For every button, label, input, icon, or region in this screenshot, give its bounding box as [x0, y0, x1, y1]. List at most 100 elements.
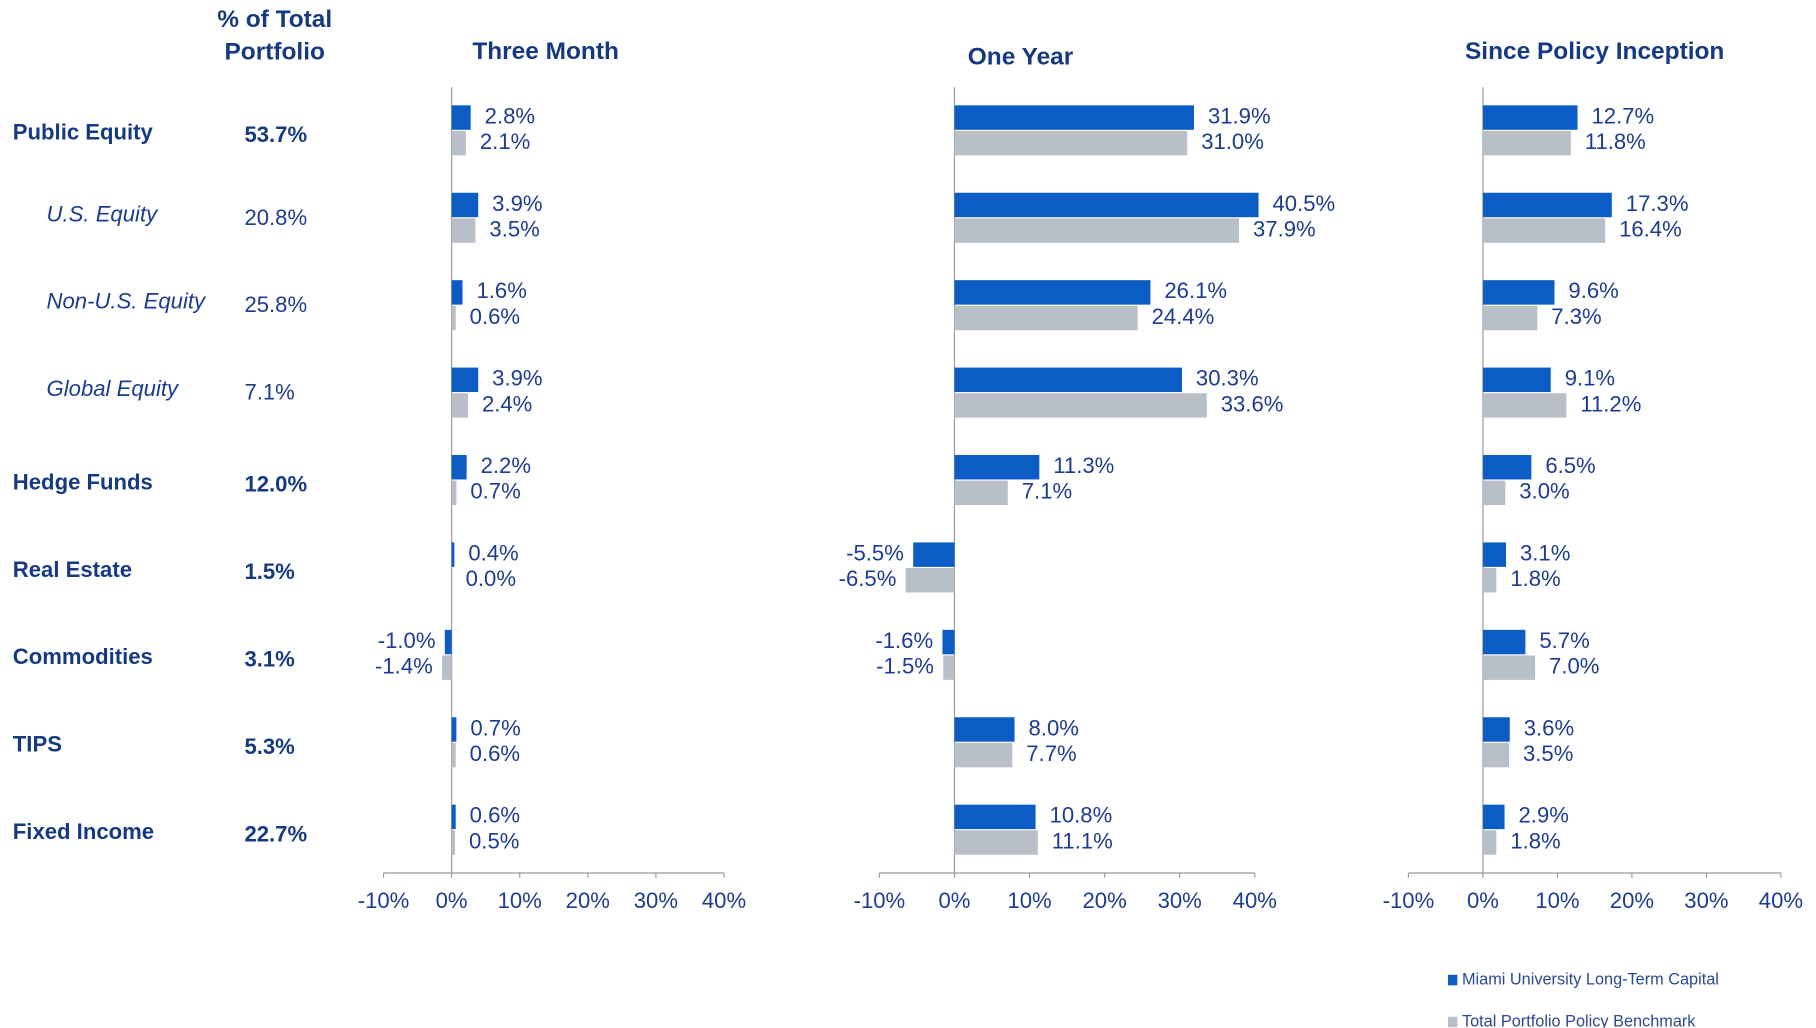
- value-label: 0.7%: [470, 479, 520, 504]
- bar: [1482, 804, 1505, 830]
- value-label: -5.5%: [846, 540, 904, 565]
- bar: [954, 455, 1040, 480]
- value-label: 2.8%: [485, 103, 535, 128]
- x-tick-label: 30%: [634, 888, 678, 913]
- value-label: 7.3%: [1551, 304, 1601, 329]
- value-label: 5.7%: [1539, 628, 1589, 653]
- x-tick-label: 30%: [1158, 888, 1202, 913]
- value-label: 0.4%: [468, 540, 518, 565]
- share-value: 20.8%: [244, 205, 307, 230]
- bar: [954, 305, 1138, 331]
- value-label: 1.8%: [1510, 828, 1560, 853]
- chart-title: Since Policy Inception: [1465, 38, 1724, 65]
- bar: [451, 393, 468, 418]
- value-label: -1.6%: [875, 628, 933, 653]
- value-label: 1.8%: [1510, 566, 1560, 591]
- bar: [1482, 130, 1571, 156]
- bar: [913, 542, 955, 567]
- value-label: 2.9%: [1519, 803, 1569, 828]
- legend-label: Total Portfolio Policy Benchmark: [1462, 1012, 1696, 1028]
- value-label: 2.1%: [480, 129, 530, 154]
- value-label: 10.8%: [1050, 803, 1113, 828]
- bar: [954, 804, 1036, 830]
- value-label: 17.3%: [1626, 191, 1689, 216]
- value-label: 8.0%: [1029, 715, 1079, 740]
- bar: [451, 192, 479, 218]
- bar: [954, 393, 1207, 418]
- legend-swatch: [1448, 974, 1458, 986]
- value-label: 0.5%: [469, 828, 519, 853]
- bar: [954, 280, 1151, 305]
- value-label: 0.7%: [470, 715, 520, 740]
- row-label: Real Estate: [13, 557, 132, 582]
- bar: [954, 130, 1188, 156]
- value-label: 37.9%: [1253, 216, 1316, 241]
- bar: [1482, 280, 1555, 305]
- bar: [905, 568, 955, 593]
- value-label: 9.1%: [1565, 366, 1615, 391]
- bar: [1482, 568, 1497, 593]
- share-value: 3.1%: [244, 647, 295, 672]
- share-value: 12.0%: [244, 472, 307, 497]
- row-label: Public Equity: [13, 120, 154, 145]
- value-label: 3.1%: [1520, 540, 1570, 565]
- bar: [1482, 717, 1510, 742]
- legend-swatch: [1448, 1016, 1458, 1028]
- value-label: 26.1%: [1164, 278, 1227, 303]
- x-tick-label: 20%: [566, 888, 610, 913]
- chart-title: One Year: [968, 44, 1074, 71]
- value-label: 0.0%: [466, 566, 516, 591]
- x-tick-label: 0%: [1467, 888, 1499, 913]
- x-tick-label: 20%: [1083, 888, 1127, 913]
- bar: [954, 480, 1008, 506]
- value-label: 9.6%: [1568, 278, 1618, 303]
- value-label: 7.1%: [1022, 479, 1072, 504]
- value-label: 2.2%: [481, 453, 531, 478]
- value-label: 3.5%: [1523, 741, 1573, 766]
- value-label: -1.4%: [375, 654, 433, 679]
- x-tick-label: 10%: [1535, 888, 1579, 913]
- value-label: 31.9%: [1208, 103, 1271, 128]
- x-tick-label: 10%: [498, 888, 542, 913]
- bar: [1482, 480, 1506, 506]
- value-label: 7.0%: [1549, 654, 1599, 679]
- value-label: 33.6%: [1221, 391, 1284, 416]
- row-label: Global Equity: [47, 376, 180, 401]
- x-tick-label: 40%: [1233, 888, 1277, 913]
- bar: [451, 804, 456, 830]
- value-label: 7.7%: [1026, 741, 1076, 766]
- bar: [1482, 542, 1507, 567]
- value-label: 3.9%: [492, 366, 542, 391]
- bar: [954, 218, 1240, 243]
- value-label: 11.1%: [1052, 828, 1113, 853]
- x-tick-label: 40%: [702, 888, 746, 913]
- row-label: TIPS: [13, 732, 62, 757]
- bar: [451, 280, 463, 305]
- value-label: 11.8%: [1585, 129, 1646, 154]
- bar: [1482, 655, 1536, 680]
- share-value: 7.1%: [244, 380, 294, 405]
- value-label: 1.6%: [476, 278, 526, 303]
- share-header: % of Total Portfolio: [217, 6, 332, 66]
- row-label: Non-U.S. Equity: [47, 289, 207, 314]
- value-label: 3.5%: [489, 216, 539, 241]
- bar: [1482, 192, 1612, 218]
- x-tick-label: 0%: [938, 888, 970, 913]
- value-label: 11.3%: [1053, 453, 1114, 478]
- bar: [943, 655, 955, 680]
- legend-label: Miami University Long-Term Capital: [1462, 970, 1719, 988]
- bar: [1482, 393, 1567, 418]
- value-label: 31.0%: [1201, 129, 1264, 154]
- value-label: 16.4%: [1619, 216, 1682, 241]
- value-label: 11.2%: [1580, 391, 1641, 416]
- value-label: -1.0%: [378, 628, 436, 653]
- bar: [1482, 218, 1606, 243]
- bar: [954, 830, 1038, 855]
- bar: [954, 717, 1015, 742]
- bar: [1482, 367, 1551, 393]
- bar: [1482, 455, 1532, 480]
- bar: [1482, 105, 1578, 130]
- bar: [1482, 305, 1538, 331]
- chart-title: Three Month: [472, 38, 619, 65]
